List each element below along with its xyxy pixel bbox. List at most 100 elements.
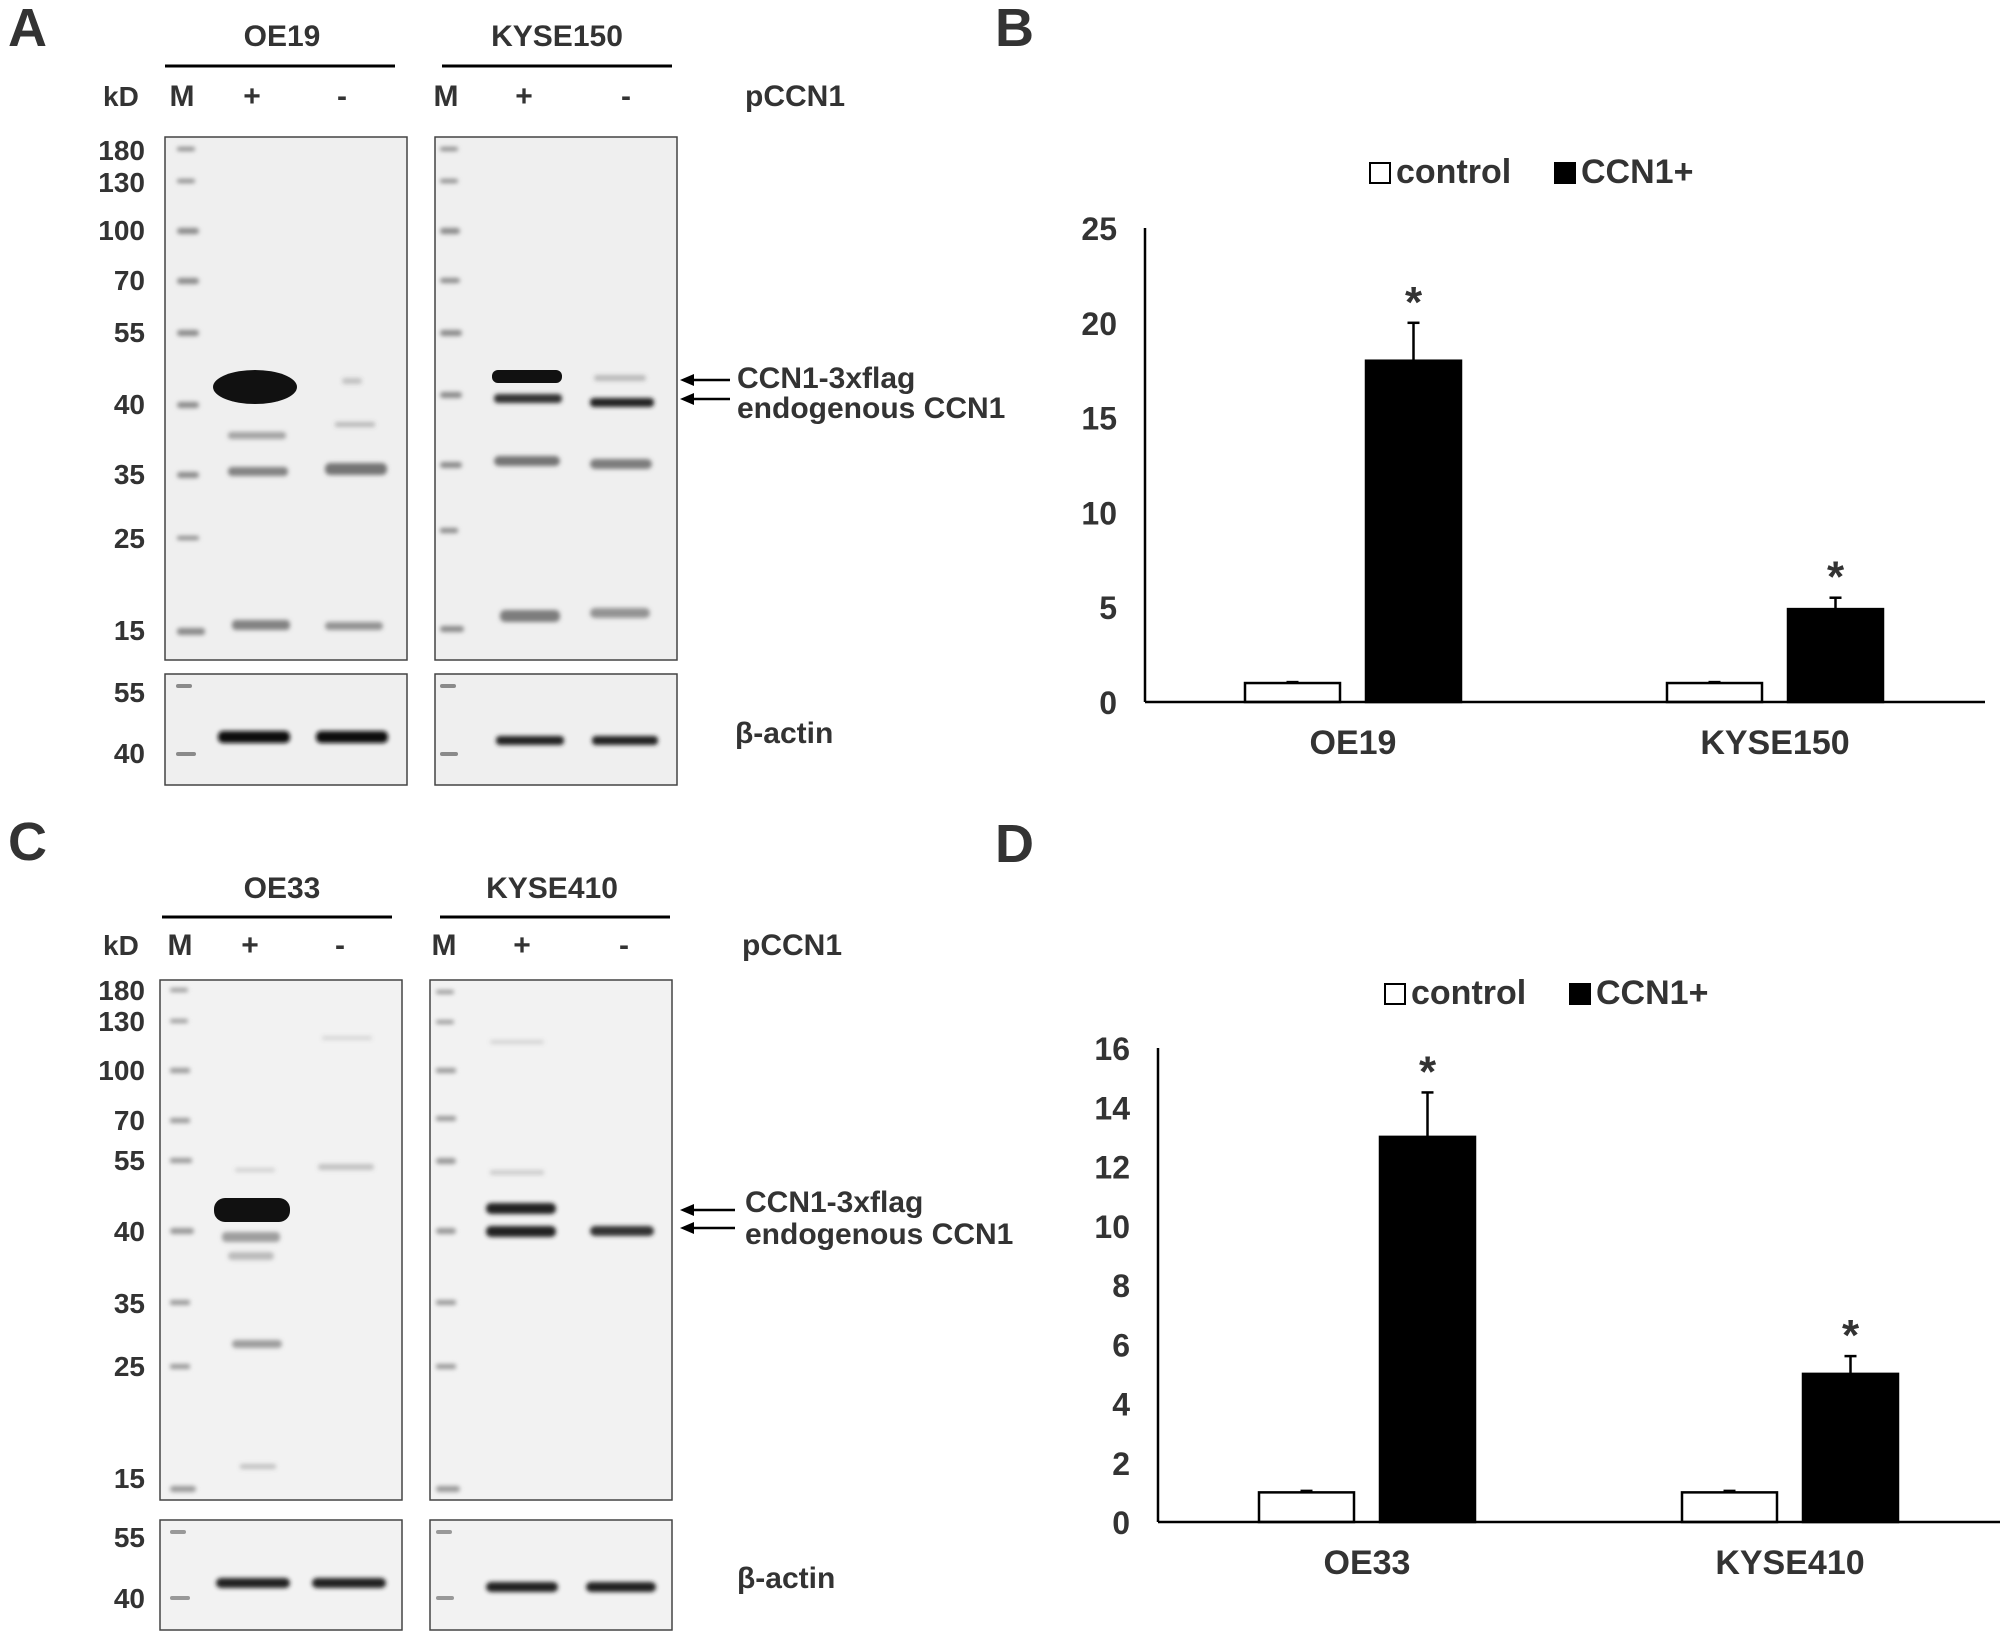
y-tick-label: 15	[1081, 401, 1117, 437]
lane-header-plus: +	[243, 80, 261, 113]
arrow-label-ccn1-flag: CCN1-3xflag	[737, 362, 915, 395]
kd-label: kD	[103, 930, 139, 961]
panel-a: A OE19 KYSE150 kD M + - M + - pCCN1 180 …	[8, 0, 1005, 786]
panel-letter-c: C	[8, 812, 47, 872]
actin-marker: 55	[114, 677, 145, 708]
y-tick-label: 0	[1112, 1505, 1130, 1541]
mw-marker: 55	[114, 1145, 145, 1176]
y-tick-label: 16	[1094, 1031, 1130, 1067]
mw-marker: 100	[98, 215, 145, 246]
bar-ccn1-oe33	[1378, 1135, 1477, 1524]
loading-control-label: β-actin	[737, 1562, 835, 1595]
plasmid-label: pCCN1	[742, 929, 842, 962]
y-tick-label: 8	[1112, 1268, 1130, 1304]
lane-header-plus: +	[241, 929, 259, 962]
loading-control-label: β-actin	[735, 717, 833, 750]
actin-blot-oe19	[164, 673, 408, 786]
mw-marker: 130	[98, 167, 145, 198]
lane-header-minus: -	[335, 929, 345, 962]
y-tick-label: 25	[1081, 211, 1117, 247]
actin-marker: 40	[114, 738, 145, 769]
panel-letter-a: A	[8, 0, 47, 58]
lane-header-marker: M	[432, 929, 457, 962]
y-tick-label: 20	[1081, 306, 1117, 342]
legend-label: control	[1411, 974, 1526, 1012]
panel-c: C OE33 KYSE410 kD M + - M + - pCCN1 180 …	[8, 812, 1013, 1631]
y-tick-label: 4	[1112, 1387, 1130, 1423]
cell-line-label-kyse410: KYSE410	[486, 872, 618, 905]
legend-label: control	[1396, 153, 1511, 191]
western-blot-oe33	[159, 979, 403, 1501]
mw-marker: 70	[114, 1105, 145, 1136]
legend-swatch	[1369, 162, 1391, 184]
western-blot-kyse150	[434, 136, 678, 661]
western-blot-oe19	[164, 136, 408, 661]
band-arrows	[680, 374, 730, 405]
bar-chart-b: control CCN1+ 0 5 10 15 20 25 * OE19 * KYSE150	[1081, 153, 1985, 762]
y-tick-label: 0	[1099, 685, 1117, 721]
actin-marker: 55	[114, 1522, 145, 1553]
lane-header-minus: -	[337, 80, 347, 113]
bar-control-oe19	[1243, 681, 1342, 704]
y-tick-label: 2	[1112, 1446, 1130, 1482]
mw-marker: 100	[98, 1055, 145, 1086]
mw-marker: 55	[114, 317, 145, 348]
cell-line-label-oe19: OE19	[244, 20, 321, 53]
panel-letter-b: B	[995, 0, 1034, 58]
mw-marker: 130	[98, 1006, 145, 1037]
significance-marker: *	[1842, 1311, 1860, 1360]
y-tick-label: 10	[1094, 1209, 1130, 1245]
legend-label: CCN1+	[1596, 974, 1708, 1012]
band-arrows	[680, 1204, 735, 1234]
arrow-label-endogenous-ccn1: endogenous CCN1	[737, 392, 1005, 425]
mw-marker: 40	[114, 1216, 145, 1247]
y-tick-label: 10	[1081, 495, 1117, 531]
x-tick-label: KYSE410	[1715, 1544, 1864, 1582]
mw-marker: 35	[114, 459, 145, 490]
y-tick-label: 5	[1099, 590, 1117, 626]
mw-marker: 25	[114, 1351, 145, 1382]
panel-letter-d: D	[995, 814, 1034, 874]
x-tick-label: KYSE150	[1700, 724, 1849, 762]
bar-ccn1-kyse410	[1801, 1372, 1900, 1524]
cell-line-label-kyse150: KYSE150	[491, 20, 623, 53]
bar-control-oe33	[1257, 1491, 1356, 1524]
lane-header-marker: M	[168, 929, 193, 962]
actin-blot-kyse150	[434, 673, 678, 786]
arrow-label-ccn1-flag: CCN1-3xflag	[745, 1186, 923, 1219]
bar-ccn1-kyse150	[1786, 607, 1885, 704]
lane-header-marker: M	[170, 80, 195, 113]
cell-line-label-oe33: OE33	[244, 872, 321, 905]
arrow-label-endogenous-ccn1: endogenous CCN1	[745, 1218, 1013, 1251]
y-tick-label: 12	[1094, 1150, 1130, 1186]
significance-marker: *	[1419, 1047, 1437, 1096]
y-tick-label: 14	[1094, 1090, 1130, 1126]
actin-blot-oe33	[159, 1519, 403, 1631]
significance-marker: *	[1405, 278, 1423, 327]
mw-marker: 180	[98, 975, 145, 1006]
x-tick-label: OE19	[1310, 724, 1397, 762]
lane-header-minus: -	[619, 929, 629, 962]
legend-swatch	[1384, 983, 1406, 1005]
y-tick-label: 6	[1112, 1327, 1130, 1363]
mw-marker: 70	[114, 265, 145, 296]
kd-label: kD	[103, 81, 139, 112]
mw-marker: 40	[114, 389, 145, 420]
bar-ccn1-oe19	[1364, 359, 1463, 704]
legend-swatch	[1554, 162, 1576, 184]
lane-header-plus: +	[515, 80, 533, 113]
x-tick-label: OE33	[1324, 1544, 1411, 1582]
mw-marker: 180	[98, 135, 145, 166]
lane-header-marker: M	[434, 80, 459, 113]
bar-control-kyse150	[1665, 681, 1764, 704]
bar-chart-d: control CCN1+ 0 2 4 6 8 10 12 14 16 * OE33 * KYSE410	[1094, 974, 2000, 1582]
mw-marker: 15	[114, 1463, 145, 1494]
mw-marker: 25	[114, 523, 145, 554]
actin-blot-kyse410	[429, 1519, 673, 1631]
significance-marker: *	[1827, 553, 1845, 602]
lane-header-minus: -	[621, 80, 631, 113]
legend-label: CCN1+	[1581, 153, 1693, 191]
mw-marker: 35	[114, 1288, 145, 1319]
bar-control-kyse410	[1680, 1491, 1779, 1524]
